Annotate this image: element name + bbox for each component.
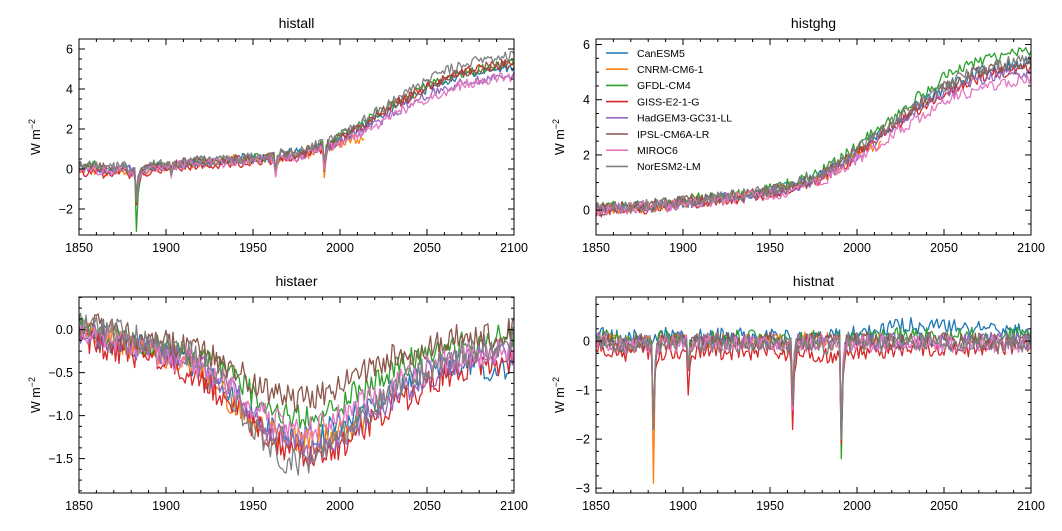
series-line-noresm2-lm (596, 334, 1031, 440)
series-line-noresm2-lm (79, 50, 514, 202)
y-axis-label-unit: W m (553, 129, 567, 155)
y-tick-label: 0.0 (56, 323, 73, 337)
x-tick-label: 2050 (413, 241, 441, 255)
legend-label: GFDL-CM4 (637, 80, 691, 92)
legend-label: CanESM5 (637, 48, 685, 60)
y-tick-label: 4 (66, 83, 73, 97)
y-axis-label-unit: W m (29, 129, 43, 155)
y-tick-label: 0 (583, 204, 590, 218)
y-tick-label: 4 (583, 93, 590, 107)
panel-title: histghg (791, 15, 836, 31)
series-group (596, 316, 1031, 484)
series-group (79, 50, 514, 232)
x-tick-label: 1900 (669, 499, 697, 513)
y-tick-label: −3 (576, 482, 590, 496)
x-tick-label: 2050 (930, 499, 958, 513)
legend: CanESM5 CNRM-CM6-1 GFDL-CM4 GISS-E2-1-G HadG… (606, 48, 732, 173)
x-tick-label: 2000 (843, 499, 871, 513)
series-line-gfdl-cm4 (79, 313, 514, 429)
legend-label: CNRM-CM6-1 (637, 64, 704, 76)
panel-histaer: 1850 1900 1950 2000 2050 2100 −1.5 −1.0 −0.5 0.0 h… (27, 273, 528, 513)
axes-frame (595, 38, 1032, 236)
y-axis-label: W m−2 (27, 377, 43, 413)
series-line-ipsl-cm6a-lr (79, 59, 514, 201)
series-line-gfdl-cm4 (596, 46, 1031, 213)
axes-frame (78, 38, 515, 236)
series-line-ipsl-cm6a-lr (79, 313, 514, 413)
y-axis-label: W m−2 (551, 119, 567, 155)
y-tick-label: 6 (583, 38, 590, 52)
x-tick-label: 2000 (326, 241, 354, 255)
y-tick-label: 2 (66, 123, 73, 137)
series-line-miroc6 (596, 74, 1031, 216)
panel-title: histaer (275, 273, 317, 289)
y-tick-label: 6 (66, 43, 73, 57)
y-tick-label: −0.5 (48, 366, 73, 380)
x-tick-label: 2100 (500, 499, 528, 513)
x-tick-label: 1950 (239, 241, 267, 255)
y-axis-label-exponent: −2 (551, 377, 561, 387)
x-tick-label: 1850 (65, 499, 93, 513)
y-tick-label: 2 (583, 148, 590, 162)
x-tick-label: 1950 (756, 241, 784, 255)
x-tick-label: 2050 (930, 241, 958, 255)
y-tick-label: 0 (66, 163, 73, 177)
x-tick-label: 1950 (756, 499, 784, 513)
y-axis-label: W m−2 (27, 119, 43, 155)
panel-title: histnat (793, 273, 834, 289)
x-tick-label: 2050 (413, 499, 441, 513)
x-tick-label: 1900 (152, 499, 180, 513)
series-line-giss-e2-1-g (596, 336, 1031, 445)
series-line-noresm2-lm (596, 55, 1031, 214)
y-axis-label-unit: W m (553, 387, 567, 413)
series-line-gfdl-cm4 (79, 59, 514, 232)
x-tick-label: 2100 (500, 241, 528, 255)
axes-frame (78, 296, 515, 494)
series-line-noresm2-lm (79, 312, 514, 476)
y-axis-label-exponent: −2 (27, 119, 37, 129)
series-line-gfdl-cm4 (596, 326, 1031, 460)
y-tick-label: −2 (59, 203, 73, 217)
x-tick-label: 1850 (65, 241, 93, 255)
panel-histnat: 1850 1900 1950 2000 2050 2100 −3 −2 −1 0 histnat W … (551, 273, 1045, 513)
series-group (79, 312, 514, 476)
series-line-giss-e2-1-g (79, 59, 514, 206)
y-axis-label-exponent: −2 (27, 377, 37, 387)
series-line-miroc6 (79, 72, 514, 203)
x-tick-label: 1850 (582, 241, 610, 255)
panel-histall: 1850 1900 1950 2000 2050 2100 −2 0 2 4 6 histall W m… (27, 15, 528, 255)
series-group (596, 46, 1031, 218)
axes-frame (595, 296, 1032, 494)
legend-label: GISS-E2-1-G (637, 96, 699, 108)
y-axis-label-exponent: −2 (551, 119, 561, 129)
y-tick-label: 0 (583, 335, 590, 349)
panel-title: histall (279, 15, 315, 31)
y-axis-label: W m−2 (551, 377, 567, 413)
y-axis-label-unit: W m (29, 387, 43, 413)
legend-label: MIROC6 (637, 145, 678, 157)
legend-label: HadGEM3-GC31-LL (637, 113, 732, 125)
series-line-canesm5 (79, 64, 514, 200)
x-tick-label: 2000 (326, 499, 354, 513)
x-tick-label: 1900 (669, 241, 697, 255)
y-tick-label: −1 (576, 384, 590, 398)
legend-label: IPSL-CM6A-LR (637, 129, 710, 141)
legend-label: NorESM2-LM (637, 161, 701, 173)
y-tick-label: −2 (576, 433, 590, 447)
x-tick-label: 2000 (843, 241, 871, 255)
panel-histghg: 1850 1900 1950 2000 2050 2100 0 2 4 6 histghg W m−2… (551, 15, 1045, 255)
x-tick-label: 1850 (582, 499, 610, 513)
x-tick-label: 1950 (239, 499, 267, 513)
y-tick-label: −1.5 (48, 452, 73, 466)
x-tick-label: 1900 (152, 241, 180, 255)
x-tick-label: 2100 (1017, 499, 1045, 513)
x-tick-label: 2100 (1017, 241, 1045, 255)
y-tick-label: −1.0 (48, 409, 73, 423)
